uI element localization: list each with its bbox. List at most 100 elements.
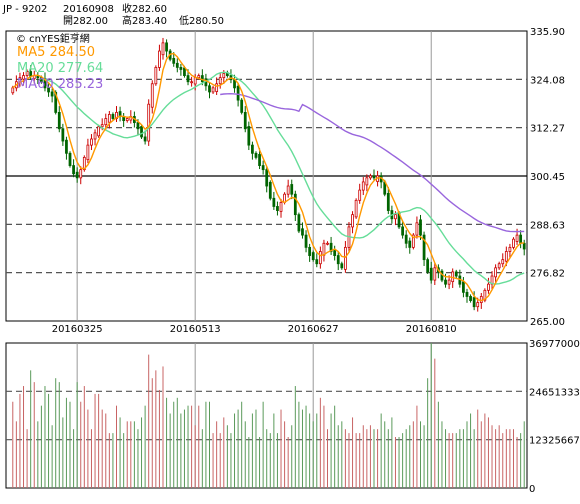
candle-body [150, 83, 154, 108]
candle-body [433, 267, 437, 281]
candle-body [193, 77, 197, 85]
candle-body [318, 251, 322, 265]
candle-body [293, 193, 297, 216]
candle-body [279, 201, 283, 212]
candle-body [183, 67, 186, 76]
candle-body [79, 169, 83, 179]
volume-tick-label: 0 [529, 484, 535, 495]
symbol-label: JP - 9202 [2, 4, 47, 15]
date-tick-label: 20160513 [170, 324, 221, 335]
candle-body [175, 62, 179, 68]
candle-body [411, 234, 415, 248]
candle-body [61, 128, 65, 142]
price-tick-label: 288.63 [530, 220, 565, 231]
candle-body [75, 171, 79, 179]
candle-body [401, 226, 404, 236]
candle-body [215, 83, 219, 92]
candle-body [472, 297, 476, 308]
candle-body [240, 99, 244, 113]
candle-body [47, 87, 50, 93]
candle-body [483, 289, 487, 301]
price-tick-label: 324.08 [530, 75, 565, 86]
axis-labels: 335.90 324.08 312.27 300.45 288.63 276.82 265.… [52, 27, 580, 495]
candle-body [186, 75, 190, 83]
close-label: 收282.60 [122, 2, 167, 15]
candle-body [429, 267, 433, 281]
candle-body [369, 175, 372, 179]
date-label: 20160908 [63, 4, 114, 15]
candle-body [351, 214, 354, 228]
candle-body [504, 251, 508, 262]
candle-body [265, 169, 269, 187]
candle-body [311, 252, 315, 261]
candle-body [469, 296, 472, 301]
candle-body [251, 144, 254, 154]
candle-body [519, 234, 523, 244]
candle-body [208, 85, 211, 93]
candle-body [508, 246, 512, 252]
candle-body [40, 77, 43, 83]
candle-body [426, 259, 430, 273]
price-tick-label: 300.45 [530, 172, 565, 183]
volume-tick-label: 12325667 [529, 436, 580, 447]
candle-body [272, 197, 276, 207]
candle-body [304, 234, 308, 248]
candle-body [340, 263, 344, 269]
candle-body [82, 156, 86, 171]
candle-body [179, 67, 183, 70]
candle-body [258, 154, 261, 166]
candle-body [394, 214, 397, 220]
candle-body [454, 271, 458, 277]
candle-body [11, 87, 15, 94]
volume-tick-label: 36977000 [529, 339, 580, 350]
candle-body [479, 296, 483, 303]
date-tick-label: 20160325 [52, 324, 103, 335]
candle-body [361, 181, 365, 191]
candle-body [487, 283, 490, 291]
candle-body [143, 136, 147, 142]
candle-body [154, 67, 158, 85]
candle-body [93, 132, 97, 140]
candle-body [522, 242, 526, 250]
candle-body [111, 114, 115, 119]
candle-body [100, 124, 104, 128]
candle-body [372, 175, 376, 179]
high-label: 高283.40 [122, 14, 167, 27]
price-tick-label: 265.00 [530, 317, 565, 328]
candle-body [65, 139, 68, 154]
candle-body [358, 189, 362, 201]
candle-body [476, 302, 480, 308]
candle-body [365, 177, 369, 186]
candle-body [218, 77, 222, 85]
candle-body [90, 138, 93, 146]
candle-body [336, 255, 340, 265]
candle-body [158, 50, 161, 68]
ma5-legend: MA5 284.50 [17, 45, 95, 60]
date-tick-label: 20160810 [406, 324, 457, 335]
candle-body [494, 267, 497, 278]
candle-body [125, 118, 129, 121]
candle-body [290, 184, 294, 195]
candle-body [404, 234, 408, 244]
candle-body [419, 219, 422, 236]
ma60-legend: MA60 285.23 [17, 77, 103, 92]
candle-body [386, 192, 390, 211]
candle-body [408, 240, 412, 248]
candle-body [147, 103, 151, 142]
candle-body [104, 118, 108, 126]
price-tick-label: 312.27 [530, 124, 565, 135]
candle-body [190, 81, 193, 84]
candle-body [447, 279, 451, 285]
candle-body [68, 152, 72, 166]
candle-body [136, 122, 140, 130]
candle-body [211, 87, 215, 93]
candle-body [254, 152, 258, 158]
candle-body [329, 242, 333, 252]
candle-body [497, 263, 501, 269]
candle-body [297, 214, 301, 232]
price-tick-label: 335.90 [530, 27, 565, 38]
candle-body [140, 126, 143, 138]
low-label: 低280.50 [179, 14, 224, 27]
candle-body [57, 111, 61, 130]
